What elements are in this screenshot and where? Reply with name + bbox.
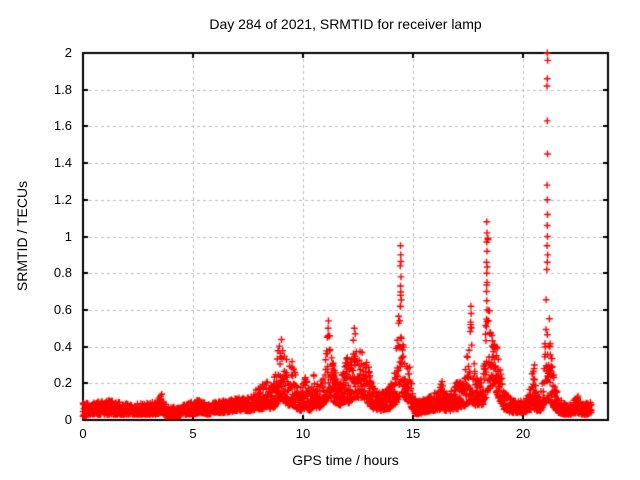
x-tick-label: 15 [405, 426, 421, 441]
y-tick-label: 1.2 [53, 191, 72, 207]
y-tick-label: 0 [64, 412, 72, 427]
y-tick-label: 0.4 [53, 338, 72, 354]
x-tick-label: 5 [189, 426, 197, 441]
y-tick-label: 1.8 [53, 81, 72, 97]
y-tick-label: 1.4 [53, 155, 72, 171]
x-tick-label: 20 [515, 426, 531, 441]
chart-title: Day 284 of 2021, SRMTID for receiver lam… [209, 16, 482, 32]
y-tick-label: 0.6 [53, 301, 72, 317]
y-tick-label: 0.8 [53, 265, 72, 281]
x-tick-label: 0 [79, 426, 87, 441]
y-tick-label: 2 [64, 45, 72, 60]
x-tick-label: 10 [295, 426, 311, 441]
x-axis-label: GPS time / hours [292, 452, 399, 468]
y-tick-label: 1.6 [53, 118, 72, 134]
y-tick-label: 0.2 [53, 375, 72, 391]
y-tick-label: 1 [64, 228, 72, 244]
